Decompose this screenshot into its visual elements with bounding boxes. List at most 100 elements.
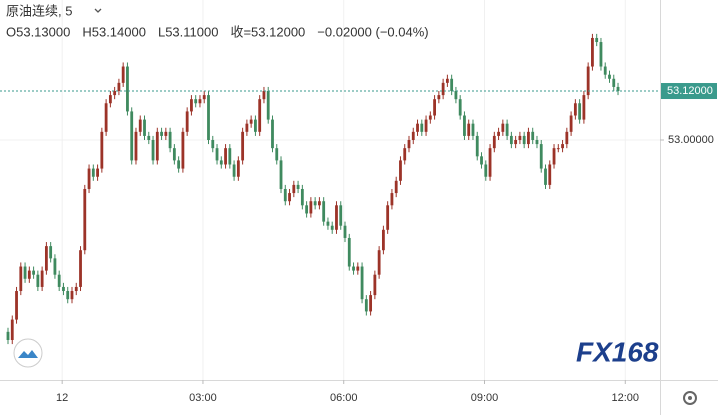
symbol-dropdown[interactable] <box>94 8 102 13</box>
candle-body <box>190 99 193 112</box>
candle-body <box>211 140 215 149</box>
candle-body <box>373 274 377 296</box>
candle-body <box>352 266 355 271</box>
y-tick-label: 53.00000 <box>668 134 714 146</box>
candle-body <box>433 99 436 116</box>
candle-body <box>279 160 283 189</box>
candle-body <box>249 119 253 124</box>
candle-body <box>96 168 99 177</box>
candle-body <box>458 99 462 116</box>
candle-body <box>181 131 185 169</box>
candle-body <box>10 319 14 340</box>
candle-body <box>104 103 108 132</box>
candle-body <box>275 148 279 161</box>
candle-body <box>271 119 274 149</box>
candle-body <box>138 119 142 132</box>
candle-body <box>441 82 445 96</box>
header-field: 收=53.12000 <box>230 24 305 39</box>
candle-body <box>407 140 411 149</box>
candle-body <box>23 266 27 279</box>
candle-body <box>437 95 441 100</box>
candle-body <box>215 148 219 161</box>
candle-body <box>309 201 313 214</box>
candle-body <box>326 221 330 226</box>
candle-body <box>19 266 23 292</box>
candle-body <box>480 156 483 165</box>
candle-body <box>296 184 300 189</box>
candle-body <box>544 168 547 185</box>
candle-body <box>219 160 223 165</box>
candle-body <box>83 188 87 251</box>
candle-body <box>527 131 530 145</box>
header-field: H53.14000 <box>82 24 146 39</box>
candle-body <box>66 291 70 300</box>
candle-body <box>416 123 419 132</box>
candle-body <box>411 131 415 140</box>
candle-body <box>292 184 296 194</box>
candle-body <box>501 123 505 132</box>
candle-body <box>403 148 407 161</box>
candle-body <box>283 188 287 202</box>
candle-body <box>177 160 181 169</box>
candle-body <box>198 99 202 104</box>
candle-body <box>49 246 53 259</box>
cloud-icon[interactable] <box>13 338 43 368</box>
candle-body <box>134 131 138 161</box>
candle-body <box>356 266 360 271</box>
candle-body <box>390 193 394 206</box>
candle-body <box>40 270 44 287</box>
candle-body <box>164 131 168 136</box>
candle-body <box>492 135 496 149</box>
candle-body <box>450 78 454 92</box>
candle-body <box>130 111 134 161</box>
candle-body <box>505 123 509 136</box>
candle-body <box>394 180 398 194</box>
candle-body <box>445 78 449 83</box>
candle-body <box>6 331 10 340</box>
candle-body <box>121 66 125 83</box>
candle-body <box>318 201 321 206</box>
candle-body <box>155 131 159 161</box>
candle-body <box>381 229 385 251</box>
candle-body <box>313 201 317 206</box>
candle-body <box>126 66 129 112</box>
candle-body <box>339 205 343 226</box>
candle-body <box>548 164 552 185</box>
candle-body <box>582 95 586 120</box>
last-price-label: 53.12000 <box>667 85 713 97</box>
candle-body <box>556 148 560 150</box>
candle-body <box>266 91 270 120</box>
candle-body <box>224 148 227 165</box>
candle-body <box>518 135 522 140</box>
candle-body <box>322 201 326 222</box>
candle-body <box>360 266 364 300</box>
candle-body <box>603 66 607 75</box>
candle-body <box>595 37 599 43</box>
candle-body <box>288 193 291 202</box>
candle-body <box>108 95 112 104</box>
last-price-badge <box>661 83 717 100</box>
candle-body <box>569 115 573 132</box>
chart-title: 原油连续, 5 <box>6 3 72 18</box>
candle-body <box>91 168 95 177</box>
candle-body <box>599 42 603 67</box>
candle-body <box>185 111 189 132</box>
x-tick-label: 09:00 <box>471 392 499 404</box>
settings-gear[interactable] <box>683 391 697 405</box>
x-tick-label: 12:00 <box>612 392 640 404</box>
candle-body <box>420 123 424 132</box>
candle-body <box>62 286 65 292</box>
candle-body <box>535 140 539 145</box>
candle-body <box>70 291 74 300</box>
candle-body <box>616 86 620 92</box>
candle-body <box>330 225 334 230</box>
candle-body <box>386 205 390 230</box>
candle-body <box>335 205 338 230</box>
candle-body <box>151 140 155 161</box>
candle-body <box>343 225 347 238</box>
candle-body <box>258 99 262 132</box>
candle-body <box>565 131 569 145</box>
candle-body <box>347 237 351 267</box>
candle-body <box>369 295 373 312</box>
candle-body <box>522 135 526 145</box>
